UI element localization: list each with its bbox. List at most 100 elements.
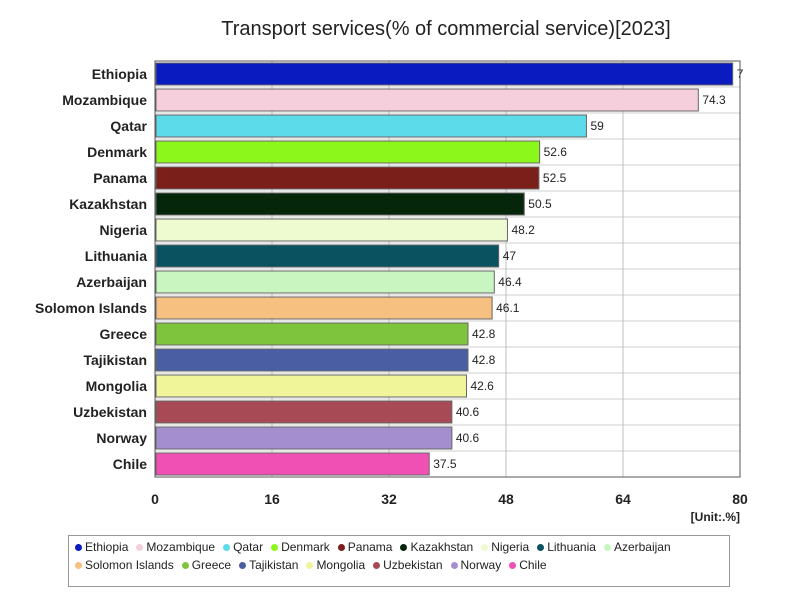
- value-label: 37.5: [433, 457, 457, 471]
- value-label: 40.6: [456, 431, 480, 445]
- legend-item: Greece: [181, 558, 232, 572]
- category-label: Qatar: [110, 118, 147, 134]
- legend-item: Nigeria: [481, 540, 529, 554]
- value-label: 40.6: [456, 405, 480, 419]
- category-label: Chile: [113, 456, 147, 472]
- category-label: Lithuania: [85, 248, 147, 264]
- x-tick-label: 80: [732, 491, 748, 507]
- bar-nigeria: [155, 218, 508, 242]
- legend-item: Kazakhstan: [400, 540, 473, 554]
- value-label: 52.5: [543, 171, 567, 185]
- value-label: 42.8: [472, 353, 496, 367]
- chart-title: Transport services(% of commercial servi…: [221, 18, 670, 40]
- legend-label: Mongolia: [316, 558, 366, 572]
- legend-label: Chile: [519, 558, 547, 572]
- legend-marker: [306, 561, 314, 569]
- legend-marker: [223, 543, 231, 551]
- category-label: Ethiopia: [92, 66, 147, 82]
- legend-label: Mozambique: [146, 540, 216, 554]
- legend-label: Qatar: [233, 540, 264, 554]
- x-tick-label: 0: [151, 491, 159, 507]
- category-label: Nigeria: [100, 222, 148, 238]
- category-label: Tajikistan: [83, 352, 147, 368]
- legend-marker: [271, 543, 279, 551]
- legend-item: Azerbaijan: [603, 540, 671, 554]
- legend-item: Uzbekistan: [373, 558, 443, 572]
- bar-tajikistan: [155, 348, 469, 372]
- value-label: 42.8: [472, 327, 496, 341]
- bar-chile: [155, 452, 430, 476]
- bar-norway: [155, 426, 453, 450]
- bar-mongolia: [155, 374, 468, 398]
- legend-label: Azerbaijan: [613, 540, 671, 554]
- x-tick-label: 64: [615, 491, 631, 507]
- bar-lithuania: [155, 244, 500, 268]
- category-label: Panama: [93, 170, 147, 186]
- value-label: 47: [503, 249, 517, 263]
- legend-label: Tajikistan: [249, 558, 299, 572]
- legend-marker: [239, 561, 247, 569]
- legend-marker: [337, 543, 345, 551]
- category-label: Solomon Islands: [35, 300, 147, 316]
- legend-item: Panama: [337, 540, 392, 554]
- legend-item: Ethiopia: [75, 540, 128, 554]
- legend-label: Greece: [191, 558, 232, 572]
- legend-label: Norway: [460, 558, 502, 572]
- category-label: Denmark: [87, 144, 147, 160]
- bar-solomon-islands: [155, 296, 493, 320]
- bar-ethiopia: [155, 62, 734, 86]
- bar-uzbekistan: [155, 400, 453, 424]
- category-label: Mongolia: [86, 378, 148, 394]
- legend-marker: [75, 543, 82, 551]
- bar-mozambique: [155, 88, 699, 112]
- category-label: Greece: [100, 326, 148, 342]
- value-label: 42.6: [471, 379, 495, 393]
- value-label: 52.6: [544, 145, 568, 159]
- category-label: Azerbaijan: [76, 274, 147, 290]
- value-label: 74.3: [702, 93, 726, 107]
- bar-azerbaijan: [155, 270, 495, 294]
- legend-item: Lithuania: [537, 540, 596, 554]
- legend-marker: [75, 561, 82, 569]
- bar-panama: [155, 166, 540, 190]
- legend: Ethiopia Mozambique Qatar Denmark Panama Kaza…: [68, 535, 730, 587]
- value-label: 50.5: [528, 197, 552, 211]
- bar-greece: [155, 322, 469, 346]
- x-tick-label: 48: [498, 491, 514, 507]
- bar-qatar: [155, 114, 587, 138]
- bar-denmark: [155, 140, 541, 164]
- x-tick-label: 32: [381, 491, 397, 507]
- legend-marker: [509, 561, 517, 569]
- unit-label: [Unit:.%]: [691, 510, 740, 524]
- value-label: 48.2: [511, 223, 535, 237]
- legend-marker: [136, 543, 144, 551]
- legend-label: Kazakhstan: [410, 540, 474, 554]
- legend-marker: [603, 543, 611, 551]
- plot-frame: [154, 60, 741, 478]
- category-labels: Ethiopia Mozambique Qatar Denmark Panama Kaza…: [35, 66, 148, 472]
- legend-label: Nigeria: [491, 540, 530, 554]
- legend-marker: [181, 561, 189, 569]
- legend-marker: [450, 561, 458, 569]
- legend-label: Ethiopia: [85, 540, 129, 554]
- legend-marker: [537, 543, 545, 551]
- legend-item: Mozambique: [136, 540, 215, 554]
- legend-item: Mongolia: [306, 558, 365, 572]
- category-label: Uzbekistan: [73, 404, 147, 420]
- legend-item: Solomon Islands: [75, 558, 174, 572]
- legend-marker: [400, 543, 408, 551]
- value-label: 46.1: [496, 301, 520, 315]
- grid-lines: [155, 61, 740, 477]
- bars: 774.35952.652.550.548.24746.446.142.842.…: [155, 62, 744, 476]
- legend-label: Denmark: [281, 540, 330, 554]
- legend-marker: [373, 561, 381, 569]
- x-axis-tick-labels: 0 16 32 48 64 80: [151, 491, 748, 507]
- category-label: Norway: [96, 430, 147, 446]
- legend-label: Uzbekistan: [383, 558, 443, 572]
- legend-label: Lithuania: [547, 540, 596, 554]
- category-label: Kazakhstan: [69, 196, 147, 212]
- category-label: Mozambique: [62, 92, 147, 108]
- legend-item: Chile: [509, 558, 547, 572]
- x-tick-label: 16: [264, 491, 280, 507]
